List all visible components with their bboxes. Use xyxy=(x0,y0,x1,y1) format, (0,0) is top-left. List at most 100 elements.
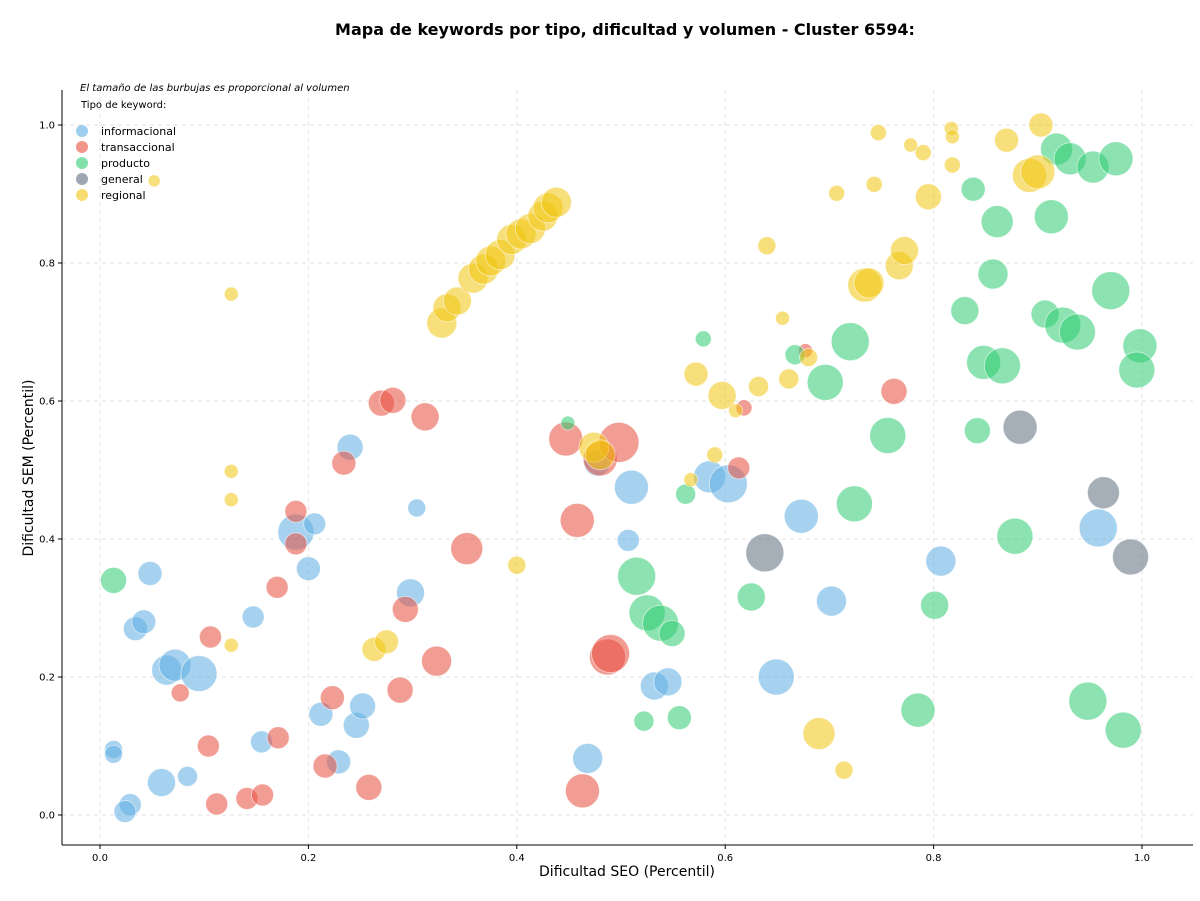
regional-bubble xyxy=(223,637,239,653)
informacional-bubble xyxy=(407,498,427,518)
regional-bubble xyxy=(914,183,942,211)
x-tick-label: 0.2 xyxy=(300,853,316,864)
informacional-bubble xyxy=(131,609,157,635)
producto-bubble xyxy=(1098,141,1134,177)
informacional-bubble xyxy=(572,743,604,774)
x-tick-label: 0.8 xyxy=(926,853,942,864)
informacional-bubble xyxy=(177,765,198,787)
informacional-bubble xyxy=(614,469,649,505)
producto-bubble xyxy=(1118,351,1156,389)
transaccional-bubble xyxy=(421,645,452,677)
producto-bubble xyxy=(963,417,991,445)
producto-bubble xyxy=(830,322,870,362)
producto-bubble xyxy=(658,620,686,647)
bubbles xyxy=(100,112,1158,823)
transaccional-bubble xyxy=(251,783,274,807)
transaccional-bubble xyxy=(331,450,357,476)
informacional-bubble xyxy=(137,561,163,586)
legend-label-general: general xyxy=(101,173,143,186)
y-tick-label: 0.6 xyxy=(39,397,55,408)
regional-bubble xyxy=(748,376,769,397)
transaccional-bubble xyxy=(410,402,440,432)
regional-bubble xyxy=(706,446,724,464)
producto-bubble xyxy=(996,517,1034,555)
regional-bubble xyxy=(507,555,527,575)
regional-bubble xyxy=(1020,154,1056,190)
transaccional-bubble xyxy=(591,634,630,673)
regional-bubble xyxy=(865,175,883,193)
legend-marker-regional xyxy=(76,189,88,201)
informacional-bubble xyxy=(104,744,123,764)
informacional-bubble xyxy=(653,667,683,697)
legend-label-transaccional: transaccional xyxy=(101,141,175,154)
regional-bubble xyxy=(853,267,885,299)
transaccional-bubble xyxy=(170,683,190,703)
regional-bubble xyxy=(828,184,846,202)
informacional-bubble xyxy=(241,605,265,629)
regional-bubble xyxy=(834,760,854,780)
transaccional-bubble xyxy=(284,499,308,523)
informacional-bubble xyxy=(349,692,376,720)
transaccional-bubble xyxy=(205,792,229,816)
regional-bubble xyxy=(757,236,777,256)
y-tick-label: 0.0 xyxy=(39,811,55,822)
legend-title: Tipo de keyword: xyxy=(80,100,166,111)
informacional-bubble xyxy=(1078,508,1118,548)
x-tick-label: 1.0 xyxy=(1134,853,1150,864)
transaccional-bubble xyxy=(355,774,383,801)
transaccional-bubble xyxy=(450,532,484,566)
producto-bubble xyxy=(1068,681,1108,721)
informacional-bubble xyxy=(180,655,218,692)
producto-bubble xyxy=(983,347,1021,385)
producto-bubble xyxy=(1058,313,1096,351)
regional-bubble xyxy=(775,310,790,326)
transaccional-bubble xyxy=(265,575,289,599)
producto-bubble xyxy=(900,692,936,728)
regional-bubble xyxy=(683,361,709,387)
y-axis-label: Dificultad SEM (Percentil) xyxy=(21,380,37,557)
transaccional-bubble xyxy=(199,625,222,649)
axes xyxy=(61,90,1193,846)
x-tick-label: 0.0 xyxy=(92,853,108,864)
legend-marker-transaccional xyxy=(76,141,88,153)
y-tick-label: 0.2 xyxy=(39,673,55,684)
producto-bubble xyxy=(806,363,844,401)
y-tick-label: 0.8 xyxy=(39,259,55,270)
producto-bubble xyxy=(694,330,712,348)
regional-bubble xyxy=(223,286,239,302)
transaccional-bubble xyxy=(312,753,338,779)
informacional-bubble xyxy=(303,512,327,536)
regional-bubble xyxy=(802,717,836,750)
informacional-bubble xyxy=(616,528,640,552)
regional-bubble xyxy=(540,186,572,218)
regional-bubble xyxy=(869,124,887,141)
transaccional-bubble xyxy=(196,734,220,758)
producto-bubble xyxy=(920,590,950,620)
regional-bubble xyxy=(374,629,399,655)
legend: informacional transaccional producto genera… xyxy=(76,125,176,202)
regional-bubble xyxy=(223,492,239,508)
regional-bubble xyxy=(944,129,960,145)
informacional-bubble xyxy=(147,768,176,797)
transaccional-bubble xyxy=(266,726,290,750)
bubble-size-note: El tamaño de las burbujas es proporciona… xyxy=(80,83,350,94)
informacional-bubble xyxy=(783,498,819,534)
legend-label-regional: regional xyxy=(101,189,146,202)
regional-bubble xyxy=(778,368,800,390)
producto-bubble xyxy=(736,582,766,612)
transaccional-bubble xyxy=(284,532,308,556)
transaccional-bubble xyxy=(379,386,407,414)
regional-bubble xyxy=(1028,112,1054,138)
general-bubble xyxy=(1087,476,1120,510)
regional-bubble xyxy=(994,127,1019,153)
legend-marker-general xyxy=(76,173,88,185)
informacional-bubble xyxy=(113,800,137,823)
producto-bubble xyxy=(869,417,907,454)
producto-bubble xyxy=(666,705,692,731)
x-tick-label: 0.6 xyxy=(717,853,733,864)
regional-bubble xyxy=(223,463,239,479)
legend-label-informacional: informacional xyxy=(101,125,176,138)
producto-bubble xyxy=(960,176,986,202)
producto-bubble xyxy=(675,483,697,505)
